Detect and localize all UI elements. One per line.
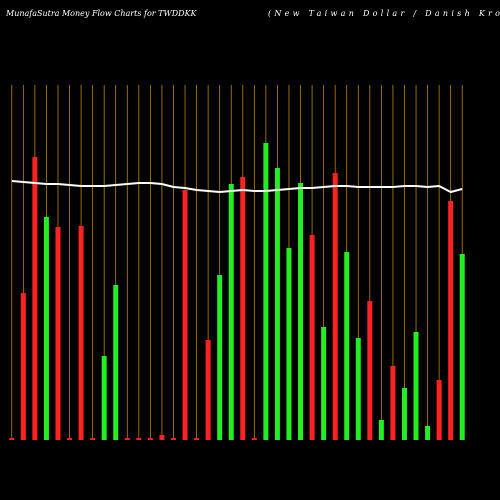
bar: [32, 157, 38, 440]
bar: [147, 438, 153, 440]
bar: [20, 293, 26, 440]
money-flow-line: [11, 180, 463, 194]
bar: [332, 173, 338, 440]
bar: [321, 327, 327, 440]
bar: [251, 438, 257, 440]
bar: [9, 438, 15, 440]
bar: [448, 201, 454, 440]
bar: [136, 438, 142, 440]
bar: [274, 168, 280, 440]
bar: [205, 340, 211, 440]
bar: [413, 332, 419, 440]
bar: [298, 183, 304, 440]
bar: [355, 338, 361, 440]
bar: [367, 301, 373, 440]
bar: [309, 235, 315, 440]
bar: [344, 252, 350, 440]
bar: [436, 380, 442, 440]
bar: [217, 275, 223, 440]
bar: [228, 184, 234, 440]
bar: [67, 438, 73, 440]
bar: [170, 438, 176, 440]
bar: [101, 356, 107, 440]
bar: [459, 254, 465, 440]
bar: [113, 285, 119, 440]
bar: [78, 226, 84, 440]
bar: [182, 190, 188, 440]
bar: [425, 426, 431, 440]
bar: [159, 435, 165, 440]
bar: [390, 366, 396, 440]
bar: [194, 438, 200, 440]
bar: [401, 388, 407, 440]
bar: [55, 227, 61, 440]
bar: [378, 420, 384, 440]
bar: [286, 248, 292, 440]
bar: [90, 438, 96, 440]
bar: [124, 438, 130, 440]
bar: [43, 217, 49, 440]
bar: [240, 177, 246, 440]
chart-title: MunafaSutra Money Flow Charts for TWDDKK: [5, 9, 197, 18]
bar: [263, 143, 269, 440]
